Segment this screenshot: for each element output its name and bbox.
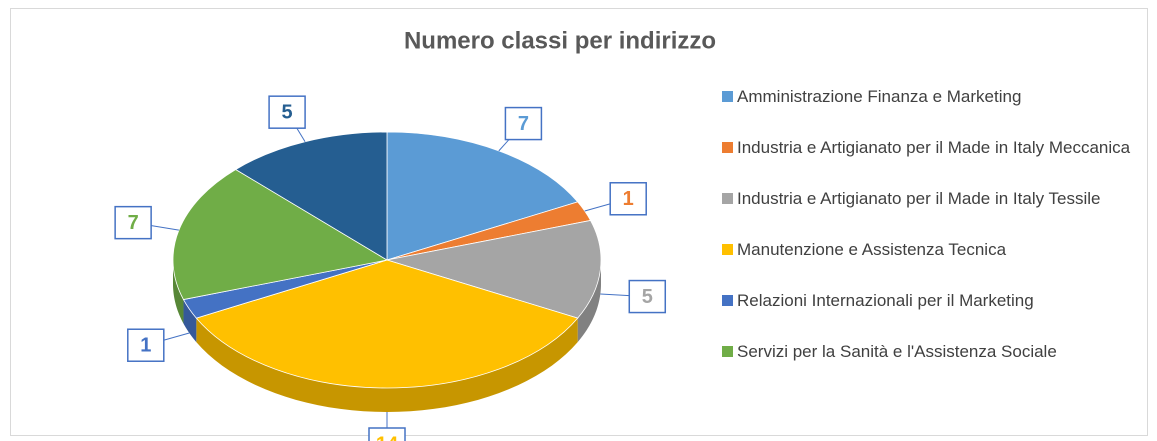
data-label: 7 [498, 106, 543, 152]
chart-title: Numero classi per indirizzo [404, 27, 716, 54]
data-label: 14 [368, 412, 406, 441]
legend-label: Servizi per la Sanità e l'Assistenza Soc… [737, 342, 1057, 361]
legend-label: Amministrazione Finanza e Marketing [737, 87, 1022, 106]
slice-side [577, 260, 601, 343]
legend-swatch [722, 295, 733, 306]
label-text: 7 [128, 212, 139, 234]
legend-item: Relazioni Internazionali per il Marketin… [722, 288, 1152, 339]
slice [386, 131, 579, 261]
legend-swatch [722, 244, 733, 255]
slice-side [173, 260, 184, 324]
legend-label: Manutenzione e Assistenza Tecnica [737, 240, 1007, 259]
label-text: 7 [518, 113, 529, 135]
data-label: 1 [584, 182, 647, 216]
legend-item: Manutenzione e Assistenza Tecnica [722, 237, 1152, 288]
label-text: 1 [623, 188, 634, 210]
data-label: 7 [114, 205, 179, 240]
legend-item: Industria e Artigianato per il Made in I… [722, 186, 1152, 237]
chart-border [10, 8, 1148, 436]
label-box [504, 106, 543, 141]
slice [386, 219, 602, 319]
legend-item: Industria e Artigianato per il Made in I… [722, 135, 1152, 186]
slice-side [196, 318, 578, 412]
legend-label: Industria e Artigianato per il Made in I… [737, 189, 1101, 208]
slice-side [183, 299, 197, 343]
data-label: 1 [127, 328, 190, 362]
legend-swatch [722, 193, 733, 204]
label-text: 14 [376, 433, 399, 441]
data-label: 5 [268, 95, 306, 143]
label-box [628, 279, 667, 314]
label-box [114, 205, 152, 240]
legend-item: Servizi per la Sanità e l'Assistenza Soc… [722, 339, 1152, 390]
label-text: 5 [282, 101, 293, 123]
label-box [368, 427, 406, 441]
legend: Amministrazione Finanza e Marketing Indus… [722, 84, 1152, 390]
label-text: 1 [140, 335, 151, 357]
label-box [609, 182, 647, 216]
legend-item: Amministrazione Finanza e Marketing [722, 84, 1152, 135]
label-box [127, 328, 165, 362]
legend-swatch [722, 142, 733, 153]
legend-swatch [722, 346, 733, 357]
legend-label: Industria e Artigianato per il Made in I… [737, 138, 1131, 157]
label-box [268, 95, 306, 129]
legend-label: Relazioni Internazionali per il Marketin… [737, 291, 1034, 310]
legend-swatch [722, 91, 733, 102]
slice [195, 259, 579, 389]
data-label: 5 [600, 279, 667, 314]
label-text: 5 [642, 286, 653, 308]
